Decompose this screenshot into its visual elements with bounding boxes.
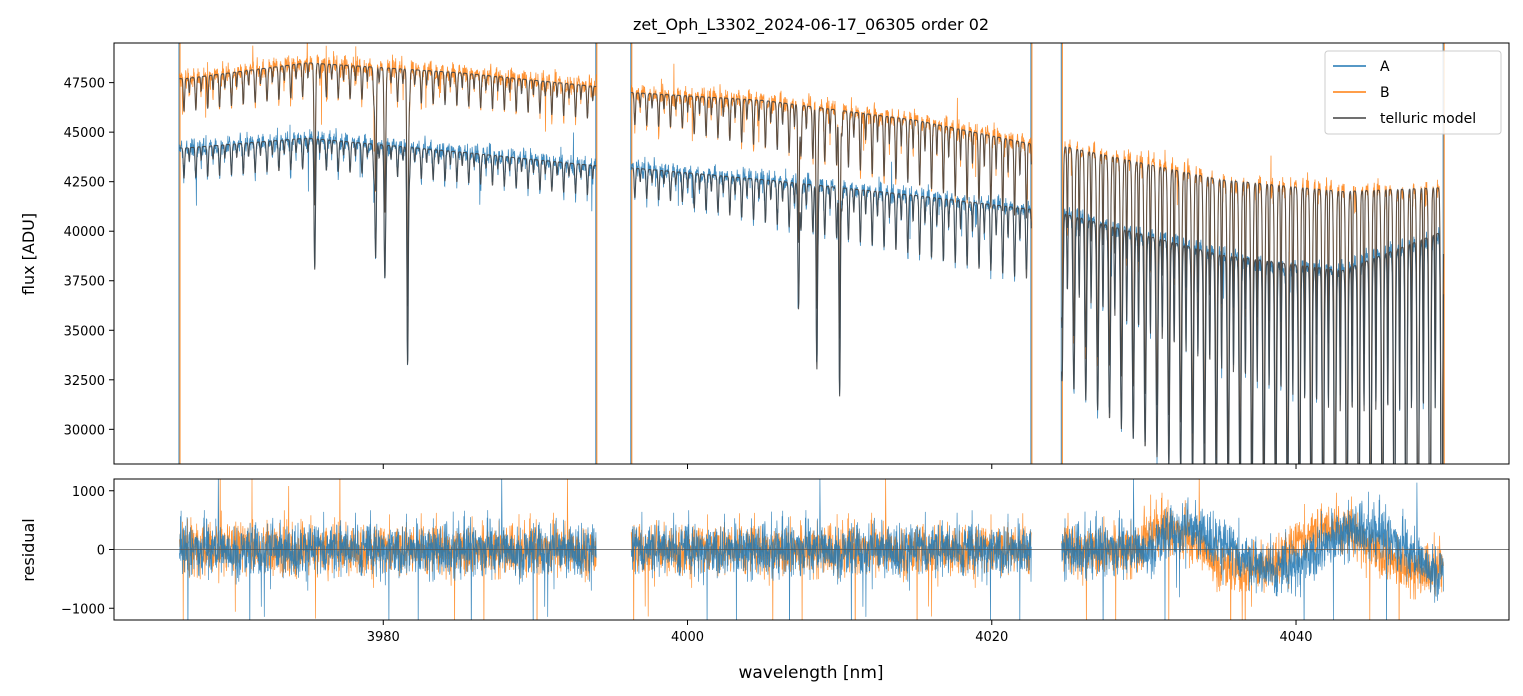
- residual-x-ticks: 3980 4000 4020 4040: [367, 620, 1313, 645]
- x-axis-label: wavelength [nm]: [738, 663, 883, 683]
- flux-y-tick-label: 45000: [64, 126, 105, 141]
- model-line-b: [179, 62, 597, 307]
- flux-y-tick-label: 42500: [64, 176, 105, 191]
- residual-y-ticks: −1000 0 1000: [61, 485, 114, 617]
- residual-panel: −1000 0 1000 3980 4000 4020 4040 residual wav…: [19, 478, 1510, 683]
- flux-axes-frame: [113, 42, 1510, 465]
- legend-box: [1324, 50, 1502, 135]
- residual-y-axis-label: residual: [19, 518, 38, 581]
- flux-line-a: [630, 156, 1032, 395]
- model-line-b: [631, 91, 1032, 339]
- flux-panel: 30000 32500 35000 37500 40000 42500 45000 47500…: [19, 42, 1510, 469]
- residual-x-tick-label: 4020: [975, 630, 1008, 645]
- residual-y-tick-label: −1000: [61, 602, 105, 617]
- residual-y-tick-label: 1000: [72, 485, 105, 500]
- residual-line-b: [179, 479, 597, 620]
- legend-label-model: telluric model: [1380, 111, 1476, 127]
- model-line-a: [631, 167, 1032, 397]
- flux-y-tick-label: 37500: [64, 275, 105, 290]
- flux-x-ticks: [382, 464, 1297, 469]
- flux-y-tick-label: 47500: [64, 77, 105, 92]
- legend: A B telluric model: [1324, 50, 1502, 135]
- residual-x-tick-label: 3980: [367, 630, 400, 645]
- flux-series-group: [178, 43, 1445, 464]
- residual-line-a: [179, 479, 597, 620]
- flux-y-axis-label: flux [ADU]: [19, 213, 38, 295]
- residual-x-tick-label: 4000: [671, 630, 704, 645]
- chart-title: zet_Oph_L3302_2024-06-17_06305 order 02: [633, 15, 989, 35]
- legend-label-b: B: [1380, 85, 1390, 101]
- residual-axes-frame: [113, 478, 1510, 621]
- residual-series-group: [114, 479, 1509, 620]
- model-line-a: [179, 137, 597, 365]
- flux-y-tick-label: 35000: [64, 324, 105, 339]
- residual-x-tick-label: 4040: [1279, 630, 1312, 645]
- model-line-a: [1061, 213, 1445, 464]
- flux-y-tick-label: 40000: [64, 225, 105, 240]
- flux-y-tick-label: 32500: [64, 374, 105, 389]
- flux-y-tick-label: 30000: [64, 423, 105, 438]
- residual-line-b: [1061, 479, 1444, 620]
- flux-y-ticks: 30000 32500 35000 37500 40000 42500 45000 47500: [64, 77, 114, 438]
- legend-label-a: A: [1380, 59, 1390, 75]
- residual-line-a: [1061, 479, 1444, 620]
- residual-line-a: [630, 479, 1032, 620]
- residual-y-tick-label: 0: [97, 544, 105, 559]
- flux-line-b: [630, 63, 1032, 336]
